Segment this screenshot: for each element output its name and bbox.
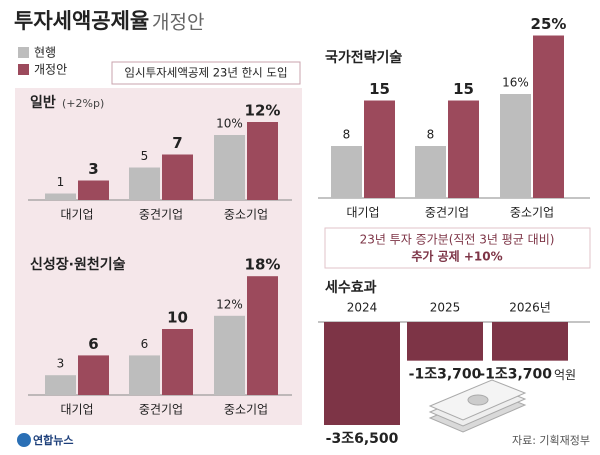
- bar: [78, 180, 109, 200]
- source: 자료: 기획재정부: [512, 434, 590, 447]
- title: 투자세액공제율: [14, 9, 149, 33]
- x-tick-label: 대기업: [60, 208, 93, 222]
- money-icon: [428, 379, 527, 433]
- bar: [214, 315, 245, 395]
- bar: [492, 322, 568, 361]
- value-label: -1조3,700: [479, 367, 552, 383]
- value-label: 6: [141, 337, 149, 351]
- logo: 연합뉴스: [33, 433, 73, 447]
- value-label: 3: [57, 357, 65, 371]
- note-box: [324, 227, 591, 269]
- bar: [214, 135, 245, 200]
- bar: [247, 276, 278, 395]
- annotation: 추가 공제 +10%: [411, 249, 502, 264]
- logo-mark: [17, 433, 31, 447]
- value-label: -3조6,500: [326, 431, 399, 447]
- x-tick-label: 대기업: [346, 206, 379, 220]
- value-label: 6: [88, 335, 98, 353]
- bar: [448, 100, 479, 198]
- value-label: 8: [343, 128, 351, 142]
- value-label: 10%: [216, 117, 243, 131]
- unit-label: 억원: [554, 368, 576, 382]
- value-label: 16%: [502, 76, 529, 90]
- annotation: 23년 투자 증가분(직전 3년 평균 대비): [360, 233, 555, 247]
- x-tick-label: 중소기업: [224, 208, 268, 222]
- x-tick-label: 중소기업: [510, 206, 554, 220]
- bar: [415, 146, 446, 198]
- value-label: 18%: [245, 256, 281, 274]
- bar: [407, 322, 483, 361]
- chart-title: 세수효과: [325, 280, 377, 296]
- bar: [324, 322, 400, 425]
- bar: [129, 355, 160, 395]
- x-tick-label: 중견기업: [425, 206, 469, 220]
- bar: [45, 193, 76, 200]
- value-label: 8: [427, 128, 435, 142]
- bar: [533, 35, 564, 198]
- value-label: 10: [167, 309, 188, 327]
- bar: [500, 94, 531, 198]
- chart-title: 신성장·원천기술: [30, 256, 126, 273]
- value-label: 7: [172, 134, 182, 152]
- chart-title: 일반: [30, 94, 56, 111]
- value-label: 25%: [531, 15, 567, 33]
- bar: [162, 154, 193, 200]
- legend-swatch: [18, 47, 29, 58]
- value-label: 1: [57, 175, 65, 189]
- legend-swatch: [18, 64, 29, 75]
- x-tick-label: 중견기업: [139, 403, 183, 417]
- x-tick-label: 대기업: [60, 403, 93, 417]
- legend-label: 현행: [34, 45, 56, 60]
- bar: [78, 355, 109, 395]
- bar: [247, 122, 278, 200]
- panel-note: 임시투자세액공제 23년 한시 도입: [124, 66, 287, 80]
- x-tick-label: 2024: [347, 301, 378, 315]
- bar: [45, 375, 76, 395]
- value-label: 15: [453, 80, 474, 98]
- x-tick-label: 중소기업: [224, 403, 268, 417]
- bar: [364, 100, 395, 198]
- bar: [129, 167, 160, 200]
- bar: [331, 146, 362, 198]
- chart-subtitle: (+2%p): [62, 97, 104, 110]
- value-label: 12%: [245, 102, 281, 120]
- legend-label: 개정안: [34, 63, 67, 77]
- x-tick-label: 중견기업: [139, 208, 183, 222]
- value-label: 15: [369, 80, 390, 98]
- value-label: 12%: [216, 297, 243, 311]
- value-label: -1조3,700: [409, 367, 482, 383]
- x-tick-label: 2026년: [509, 301, 551, 315]
- panel-note-box: [111, 61, 301, 85]
- chart-title: 국가전략기술: [325, 49, 402, 66]
- value-label: 5: [141, 149, 149, 163]
- subtitle: 개정안: [152, 12, 204, 34]
- x-tick-label: 2025: [430, 301, 461, 315]
- bar: [162, 329, 193, 395]
- value-label: 3: [88, 160, 98, 178]
